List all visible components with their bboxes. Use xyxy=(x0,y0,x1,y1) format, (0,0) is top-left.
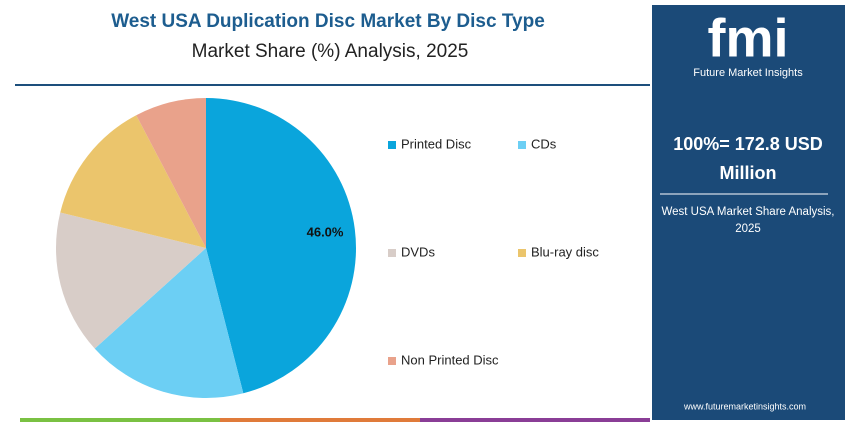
sidebar xyxy=(652,5,845,420)
legend-swatch xyxy=(388,141,396,149)
legend-label: Blu-ray disc xyxy=(531,244,599,259)
value-label: 46.0% xyxy=(307,224,344,239)
total: 100%= 172.8 USD Million xyxy=(673,134,823,183)
pie-slice xyxy=(206,98,356,394)
logo: fmi xyxy=(708,8,789,68)
legend-label: Printed Disc xyxy=(401,136,472,151)
legend-label: Non Printed Disc xyxy=(401,352,499,367)
chart-subtitle: Market Share (%) Analysis, 2025 xyxy=(192,41,469,62)
pie-slice xyxy=(94,248,244,398)
legend-swatch xyxy=(518,141,526,149)
legend-swatch xyxy=(518,249,526,257)
total-box: 100%= 172.8 USD Million xyxy=(673,134,823,183)
pie-slice xyxy=(60,115,206,248)
footer-bar xyxy=(220,418,420,422)
url: www.futuremarketinsights.com xyxy=(683,401,806,411)
chart-title: West USA Duplication Disc Market By Disc… xyxy=(111,11,545,32)
footer-bar xyxy=(420,418,650,422)
brand: Future Market Insights xyxy=(693,67,803,79)
legend-label: CDs xyxy=(531,136,557,151)
pie-slice xyxy=(56,212,207,349)
caption-box: West USA Market Share Analysis, 2025 xyxy=(661,206,835,235)
legend-label: DVDs xyxy=(401,244,435,259)
legend-swatch xyxy=(388,249,396,257)
footer-bar xyxy=(20,418,220,422)
pie-slice xyxy=(136,98,206,248)
caption: West USA Market Share Analysis, 2025 xyxy=(661,206,835,235)
legend-swatch xyxy=(388,357,396,365)
